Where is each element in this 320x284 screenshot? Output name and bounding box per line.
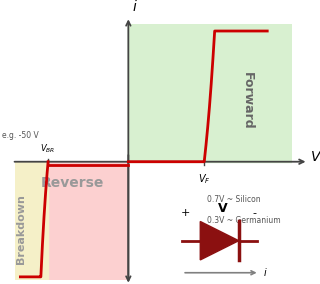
Text: $V_{BR}$: $V_{BR}$ (40, 143, 56, 155)
Text: V: V (218, 202, 227, 215)
Text: Reverse: Reverse (41, 176, 104, 190)
Text: V: V (311, 150, 320, 164)
Polygon shape (200, 222, 239, 260)
Text: Forward: Forward (241, 72, 254, 130)
Text: 0.3V ~ Germanium: 0.3V ~ Germanium (207, 216, 281, 225)
Text: 0.7V ~ Silicon: 0.7V ~ Silicon (207, 195, 260, 204)
Text: e.g. -50 V: e.g. -50 V (2, 131, 39, 140)
Text: $V_F$: $V_F$ (198, 172, 211, 186)
Text: +: + (180, 208, 190, 218)
Text: i: i (264, 268, 267, 278)
Text: i: i (132, 0, 136, 14)
Text: Breakdown: Breakdown (16, 194, 27, 264)
Text: -: - (252, 208, 256, 218)
